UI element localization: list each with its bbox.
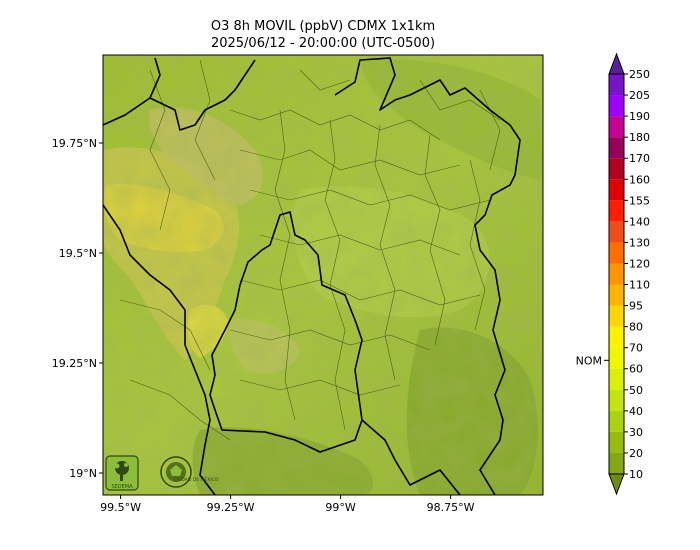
- colorbar-label: 205: [629, 89, 650, 102]
- terrain-shading: [103, 55, 543, 495]
- lat-tick-label: 19.5°N: [59, 247, 97, 260]
- colorbar-segment: [609, 74, 624, 96]
- colorbar-label: 80: [629, 321, 643, 334]
- colorbar: 10 20 30 40 50 60 70 80 95 110 120 130 140 155 160 170 1…: [576, 52, 650, 496]
- svg-text:CIUDAD DE MÉXICO: CIUDAD DE MÉXICO: [174, 475, 219, 483]
- colorbar-segment: [609, 368, 624, 390]
- colorbar-segment: [609, 95, 624, 117]
- colorbar-label: 40: [629, 405, 643, 418]
- map-timestamp: 2025/06/12 - 20:00:00 (UTC-0500): [210, 36, 436, 51]
- colorbar-label: 180: [629, 131, 650, 144]
- colorbar-frame: [608, 73, 625, 475]
- state-boundary-east: [334, 57, 521, 495]
- colorbar-label: 60: [629, 363, 643, 376]
- colorbar-segment: [609, 305, 624, 327]
- colorbar-segment: [609, 326, 624, 348]
- ozone-map[interactable]: SEDEMA CIUDAD DE MÉXICO: [103, 55, 543, 495]
- colorbar-label: 160: [629, 173, 650, 186]
- colorbar-label: 30: [629, 426, 643, 439]
- state-boundary-southwest: [103, 204, 216, 495]
- colorbar-segment: [609, 284, 624, 306]
- colorbar-label: 20: [629, 447, 643, 460]
- state-boundary-west: [103, 57, 256, 131]
- colorbar-label: 140: [629, 215, 650, 228]
- map-title: O3 8h MOVIL (ppbV) CDMX 1x1km: [210, 19, 436, 34]
- colorbar-segment: [609, 263, 624, 285]
- state-boundaries: [103, 57, 521, 495]
- colorbar-segment: [609, 137, 624, 159]
- cdmx-logo: CIUDAD DE MÉXICO: [160, 456, 219, 488]
- colorbar-label: 95: [629, 300, 643, 313]
- lat-tick-label: 19°N: [69, 467, 97, 480]
- svg-text:SEDEMA: SEDEMA: [111, 484, 133, 490]
- colorbar-segment: [609, 242, 624, 264]
- colorbar-label: 130: [629, 236, 650, 249]
- lat-tick-label: 19.25°N: [52, 357, 97, 370]
- colorbar-label: 170: [629, 152, 650, 165]
- municipal-boundaries: [119, 59, 501, 441]
- lon-tick-label: 98.75°W: [427, 501, 475, 514]
- colorbar-label: 70: [629, 342, 643, 355]
- colorbar-segment: [609, 158, 624, 180]
- latitude-axis: 19.75°N 19.5°N 19.25°N 19°N: [52, 137, 103, 480]
- colorbar-label: 250: [629, 68, 650, 81]
- sedema-logo: SEDEMA: [105, 455, 139, 491]
- colorbar-extend-high: [608, 52, 625, 75]
- colorbar-segment: [609, 179, 624, 201]
- colorbar-segment: [609, 410, 624, 432]
- colorbar-segment: [609, 452, 624, 474]
- colorbar-segment: [609, 347, 624, 369]
- colorbar-label: 110: [629, 279, 650, 292]
- lon-tick-label: 99°W: [325, 501, 355, 514]
- lon-tick-label: 99.5°W: [100, 501, 141, 514]
- nom-label: NOM: [576, 354, 602, 367]
- colorbar-label: 10: [629, 468, 643, 481]
- colorbar-segment: [609, 389, 624, 411]
- colorbar-extend-low: [608, 473, 625, 496]
- lat-tick-label: 19.75°N: [52, 137, 97, 150]
- colorbar-label: 190: [629, 110, 650, 123]
- colorbar-label: 155: [629, 194, 650, 207]
- colorbar-segment: [609, 116, 624, 138]
- longitude-axis: 99.5°W 99.25°W 99°W 98.75°W: [100, 495, 475, 514]
- colorbar-label: 50: [629, 384, 643, 397]
- state-boundary-south-inner: [361, 419, 461, 495]
- colorbar-segment: [609, 200, 624, 222]
- map-frame: [102, 54, 544, 496]
- lon-tick-label: 99.25°W: [207, 501, 255, 514]
- cdmx-boundary: [209, 211, 363, 453]
- colorbar-segment: [609, 431, 624, 453]
- colorbar-label: 120: [629, 257, 650, 270]
- colorbar-segment: [609, 221, 624, 243]
